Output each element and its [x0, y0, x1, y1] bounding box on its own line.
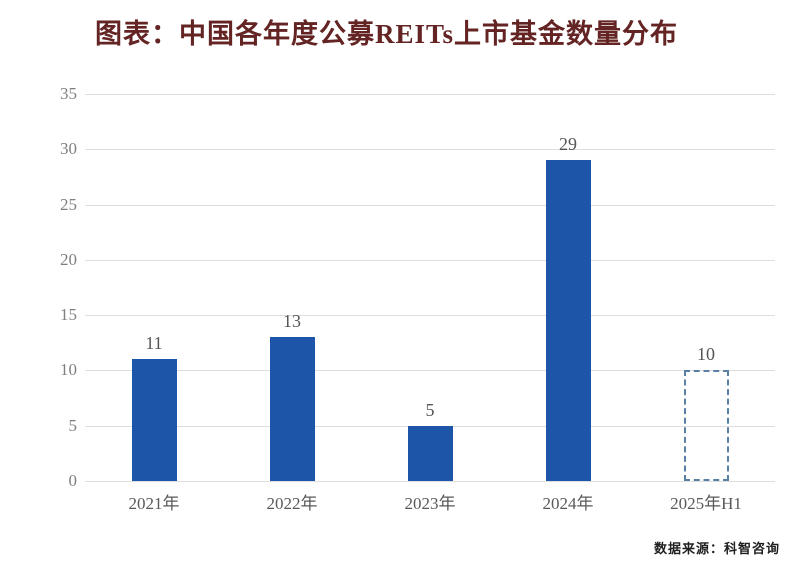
y-axis-tick-label: 0 [68, 471, 78, 490]
bar-value-label: 5 [425, 400, 435, 420]
y-gridline [85, 370, 775, 371]
y-gridline [85, 205, 775, 206]
y-axis-tick-label: 35 [60, 84, 77, 103]
chart-title: 图表：中国各年度公募REITs上市基金数量分布 [95, 19, 679, 49]
y-axis-tick-label: 10 [60, 360, 77, 379]
bar-2025年H1 [684, 370, 729, 481]
bar-value-label: 11 [145, 333, 163, 353]
x-axis-tick-label: 2025年H1 [670, 494, 742, 513]
x-axis-tick-label: 2022年 [266, 494, 318, 513]
x-axis-tick-label: 2021年 [128, 494, 180, 513]
y-axis-tick-label: 25 [60, 195, 77, 214]
y-axis-tick-label: 15 [60, 305, 77, 324]
y-gridline [85, 315, 775, 316]
y-axis-tick-label: 20 [60, 250, 77, 269]
bar-value-label: 29 [559, 134, 577, 154]
y-gridline [85, 260, 775, 261]
bar-2021年 [132, 359, 177, 481]
bar-2022年 [270, 337, 315, 481]
x-axis-tick-label: 2023年 [404, 494, 456, 513]
bar-2023年 [408, 426, 453, 481]
bar-value-label: 10 [697, 344, 715, 364]
data-source-note: 数据来源：科智咨询 [653, 541, 780, 556]
bar-2024年 [546, 160, 591, 481]
y-axis-tick-label: 30 [60, 139, 77, 158]
y-gridline [85, 149, 775, 150]
y-gridline [85, 481, 775, 482]
bar-value-label: 13 [283, 311, 301, 331]
y-gridline [85, 94, 775, 95]
x-axis-tick-label: 2024年 [542, 494, 594, 513]
y-axis-tick-label: 5 [68, 416, 78, 435]
